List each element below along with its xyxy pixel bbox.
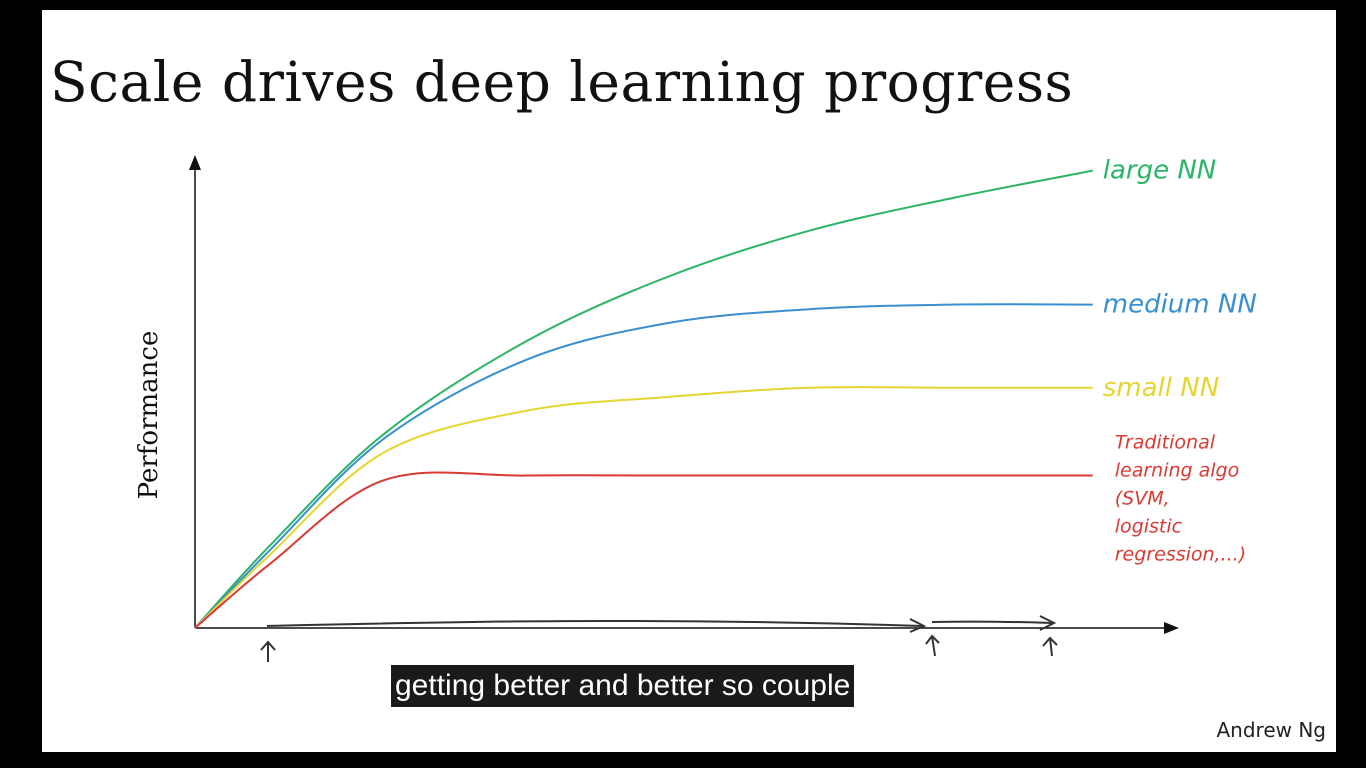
series-label-2: medium NN (1103, 290, 1257, 320)
series-line-4 (194, 471, 1093, 629)
performance-chart: large NN medium NN small NN Traditional lear… (189, 155, 1257, 662)
slide-title: Scale drives deep learning progress (50, 50, 1074, 114)
series-labels: large NN medium NN small NN Traditional lear… (1103, 156, 1257, 566)
series-label-line: regression,...) (1115, 544, 1246, 566)
tick-up-arrow-1-icon (260, 640, 276, 662)
series-line-2 (194, 303, 1093, 629)
data-scale-arrow-1 (266, 619, 923, 627)
series-label-line: learning algo (1115, 460, 1240, 482)
series-label-3: small NN (1103, 373, 1219, 403)
series-label-line: (SVM, (1115, 488, 1170, 510)
lecture-slide: Scale drives deep learning progress Perf… (42, 10, 1336, 752)
series-label-line: small NN (1103, 373, 1219, 403)
series-label-1: large NN (1103, 156, 1217, 186)
video-subtitle: getting better and better so couple (391, 665, 855, 707)
tick-up-arrow-3-icon (1042, 636, 1058, 657)
y-axis-arrow-icon (189, 155, 201, 170)
data-scale-arrow-2 (931, 620, 1053, 624)
series-label-line: large NN (1103, 156, 1217, 186)
series-curves (194, 169, 1093, 629)
series-line-1 (194, 169, 1093, 629)
data-scale-arrowhead-1-icon (909, 618, 927, 633)
series-label-line: Traditional (1115, 432, 1216, 454)
author-credit: Andrew Ng (1216, 718, 1326, 742)
data-scale-arrowhead-2-icon (1039, 615, 1057, 631)
series-label-4: Traditional learning algo (SVM, logistic reg… (1115, 432, 1246, 566)
series-line-3 (194, 386, 1093, 629)
tick-up-arrow-2-icon (925, 634, 940, 657)
series-label-line: medium NN (1103, 290, 1257, 320)
series-label-line: logistic (1115, 516, 1183, 538)
x-axis-arrow-icon (1164, 622, 1179, 634)
